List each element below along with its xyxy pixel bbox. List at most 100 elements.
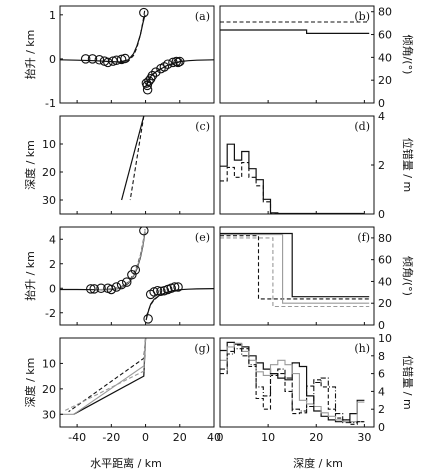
panel-0: -1 0 1 (a) 抬升 / km [23,5,215,110]
y-axis-title: 位错量 / m [401,355,415,409]
x-tick-label: -20 [102,431,120,444]
data-point [106,284,117,295]
y-tick-label: 60 [378,29,392,42]
series-line-6-3 [64,338,147,411]
data-point [89,284,99,294]
y-tick-label: 20 [42,383,56,396]
panel-label: (h) [354,342,370,355]
y-tick-label: 0 [378,208,385,221]
y-tick-label: -1 [45,97,56,110]
panel-frame [59,226,215,326]
data-point [156,286,166,297]
series-line-1-1 [220,29,370,35]
data-point [116,279,127,290]
panel-1: 0 20 40 60 80 (b) 倾角/(°) [219,5,414,110]
x-axis-label-left: 水平距离 / km [90,456,162,470]
y-tick-label: 2 [49,258,56,271]
panel-7: 0 2 4 6 8 10 0 10 20 30 (h) 位错量 / m [217,332,416,444]
data-point [144,76,154,86]
y-tick-label: 30 [42,194,56,207]
y-tick-label: 80 [378,232,392,245]
y-tick-label: 0 [49,53,56,66]
series-line-4-2 [94,230,146,291]
y-tick-label: 0 [378,421,385,434]
panel-frame [59,337,215,428]
panel-frame [219,337,375,428]
data-point [96,283,106,293]
y-tick-label: 0 [378,97,385,110]
x-tick-label: 10 [261,431,275,444]
y-tick-label: 10 [42,357,56,370]
y-axis-title: 抬升 / km [23,251,37,301]
y-tick-label: 4 [49,233,56,246]
panel-5: 0 20 40 60 80 (f) 倾角/(°) [219,226,414,332]
x-tick-label: 0 [217,431,224,444]
y-tick-label: 80 [378,6,392,19]
panel-frame [219,115,375,215]
y-tick-label: 0 [49,282,56,295]
y-axis-title: 位错量 / m [401,138,415,192]
series-line-7-3 [220,348,365,424]
y-tick-label: 4 [378,110,385,123]
panel-frame [219,226,375,326]
y-tick-label: 1 [49,9,56,22]
series-line-4-4 [145,289,180,317]
panel-6: 10 20 30 -40 -20 0 20 40 (g) 深度 / km [23,337,221,444]
data-point [159,62,170,72]
data-point [116,54,127,65]
data-point [143,314,153,324]
series-line-7-2 [220,342,365,423]
data-point [152,285,163,296]
panel-label: (c) [195,120,210,133]
data-point [127,270,137,280]
y-tick-label: 40 [378,51,392,64]
y-tick-label: 2 [378,159,385,172]
y-axis-title: 倾角/(°) [401,256,414,296]
data-point [163,59,173,69]
y-tick-label: 20 [378,74,392,87]
y-tick-label: 30 [42,408,56,421]
data-point [173,282,183,292]
data-point [142,85,153,95]
data-point [103,57,113,68]
y-tick-label: 4 [378,385,385,398]
series-line-4-3 [145,288,214,321]
series-line-6-2 [60,338,147,415]
data-point [147,70,158,81]
x-tick-label: 0 [142,431,149,444]
panel-label: (f) [357,231,370,244]
x-tick-label: -40 [68,431,86,444]
y-axis-title: 深度 / km [23,140,37,190]
y-tick-label: 40 [378,275,392,288]
series-line-0-0 [60,14,146,63]
data-point [139,227,149,236]
panel-4: -2 0 2 4 (e) 抬升 / km [23,226,215,326]
data-point [169,282,180,292]
data-point [139,7,149,18]
panel-frame [59,5,215,104]
y-tick-label: 60 [378,254,392,267]
data-point [171,56,182,67]
data-point [120,53,130,64]
data-point [94,55,105,65]
series-line-3-0 [220,143,365,214]
data-point [175,56,185,67]
data-point [130,265,141,275]
data-point [111,282,122,292]
y-axis-title: 抬升 / km [23,30,37,80]
series-line-6-0 [73,338,147,415]
y-axis-title: 倾角/(°) [401,35,414,75]
panel-frame [59,115,215,215]
series-line-6-1 [68,338,147,413]
panel-3: 0 2 4 (d) 位错量 / m [219,110,415,221]
x-tick-label: 20 [173,431,187,444]
y-tick-label: 2 [378,403,385,416]
series-line-5-1 [220,235,370,300]
data-point [87,54,98,64]
series-line-2-1 [129,116,145,201]
series-line-4-0 [60,231,146,291]
panel-label: (d) [354,120,370,133]
panel-label: (g) [194,342,210,355]
panel-label: (b) [354,10,370,23]
